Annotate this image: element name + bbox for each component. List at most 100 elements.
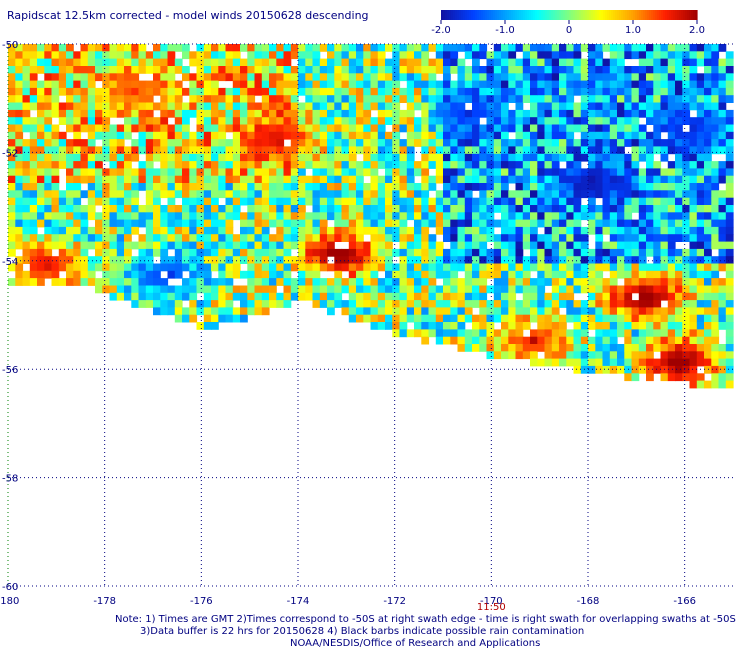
heatmap-cell <box>73 87 82 96</box>
heatmap-cell <box>66 263 74 272</box>
heatmap-cell <box>682 300 691 308</box>
heatmap-cell <box>174 139 183 147</box>
heatmap-cell <box>312 51 321 60</box>
heatmap-cell <box>421 102 430 111</box>
heatmap-cell <box>515 80 524 89</box>
heatmap-cell <box>617 351 625 360</box>
heatmap-cell <box>232 263 241 272</box>
heatmap-cell <box>406 44 415 52</box>
heatmap-cell <box>580 241 589 250</box>
heatmap-cell <box>551 322 560 330</box>
heatmap-cell <box>646 80 654 89</box>
heatmap-cell <box>22 212 31 221</box>
heatmap-cell <box>725 139 734 147</box>
heatmap-cell <box>80 234 89 242</box>
heatmap-cell <box>298 66 306 74</box>
heatmap-cell <box>544 314 553 323</box>
heatmap-cell <box>638 205 647 213</box>
heatmap-cell <box>240 226 248 235</box>
heatmap-cell <box>240 58 248 67</box>
heatmap-cell <box>479 44 488 52</box>
heatmap-cell <box>428 278 437 286</box>
heatmap-cell <box>711 219 720 228</box>
heatmap-cell <box>479 256 488 264</box>
heatmap-cell <box>696 322 705 330</box>
heatmap-cell <box>718 87 727 96</box>
heatmap-cell <box>51 183 60 191</box>
heatmap-cell <box>109 285 118 294</box>
heatmap-cell <box>414 51 422 60</box>
heatmap-cell <box>124 226 132 235</box>
heatmap-cell <box>58 205 67 213</box>
heatmap-cell <box>617 124 625 133</box>
heatmap-cell <box>617 139 625 147</box>
heatmap-cell <box>508 80 517 89</box>
heatmap-cell <box>660 292 669 301</box>
heatmap-cell <box>283 226 292 235</box>
heatmap-cell <box>392 87 401 96</box>
heatmap-cell <box>102 226 111 235</box>
heatmap-cell <box>363 95 372 103</box>
heatmap-cell <box>73 102 82 111</box>
heatmap-cell <box>711 51 720 60</box>
heatmap-cell <box>319 205 328 213</box>
heatmap-cell <box>551 241 560 250</box>
heatmap-cell <box>124 124 132 133</box>
heatmap-cell <box>406 190 415 199</box>
heatmap-cell <box>22 80 31 89</box>
heatmap-cell <box>102 87 111 96</box>
heatmap-cell <box>203 256 212 264</box>
heatmap-cell <box>406 87 415 96</box>
heatmap-cell <box>689 117 698 125</box>
heatmap-cell <box>443 95 451 103</box>
heatmap-cell <box>580 365 589 374</box>
heatmap-cell <box>196 153 205 162</box>
heatmap-cell <box>501 212 509 221</box>
heatmap-cell <box>588 117 596 125</box>
heatmap-cell <box>501 292 509 301</box>
heatmap-cell <box>718 117 727 125</box>
heatmap-cell <box>508 124 517 133</box>
heatmap-cell <box>493 80 502 89</box>
heatmap-cell <box>385 270 393 279</box>
heatmap-cell <box>327 168 335 177</box>
heatmap-cell <box>414 190 422 199</box>
heatmap-cell <box>711 146 720 155</box>
heatmap-cell <box>711 58 720 67</box>
heatmap-cell <box>588 344 596 352</box>
heatmap-cell <box>653 344 662 352</box>
heatmap-cell <box>37 197 45 206</box>
heatmap-cell <box>595 190 604 199</box>
heatmap-cell <box>414 197 422 206</box>
colorbar-swatch <box>535 10 538 20</box>
heatmap-cell <box>544 212 553 221</box>
heatmap-cell <box>609 139 618 147</box>
heatmap-cell <box>682 146 691 155</box>
heatmap-cell <box>138 87 147 96</box>
heatmap-cell <box>341 278 350 286</box>
heatmap-cell <box>624 139 633 147</box>
heatmap-cell <box>486 117 495 125</box>
heatmap-cell <box>196 183 205 191</box>
heatmap-cell <box>609 87 618 96</box>
heatmap-cell <box>377 292 386 301</box>
heatmap-cell <box>283 58 292 67</box>
heatmap-cell <box>22 44 31 52</box>
heatmap-cell <box>283 146 292 155</box>
heatmap-cell <box>247 226 256 235</box>
heatmap-cell <box>472 300 480 308</box>
heatmap-cell <box>8 109 16 118</box>
heatmap-cell <box>573 161 582 169</box>
heatmap-cell <box>515 153 524 162</box>
heatmap-cell <box>153 146 161 155</box>
heatmap-cell <box>211 51 219 60</box>
heatmap-cell <box>435 256 444 264</box>
heatmap-cell <box>443 314 451 323</box>
heatmap-cell <box>51 139 60 147</box>
heatmap-cell <box>566 256 575 264</box>
heatmap-cell <box>51 234 60 242</box>
heatmap-cell <box>551 234 560 242</box>
heatmap-cell <box>682 80 691 89</box>
heatmap-cell <box>522 241 531 250</box>
